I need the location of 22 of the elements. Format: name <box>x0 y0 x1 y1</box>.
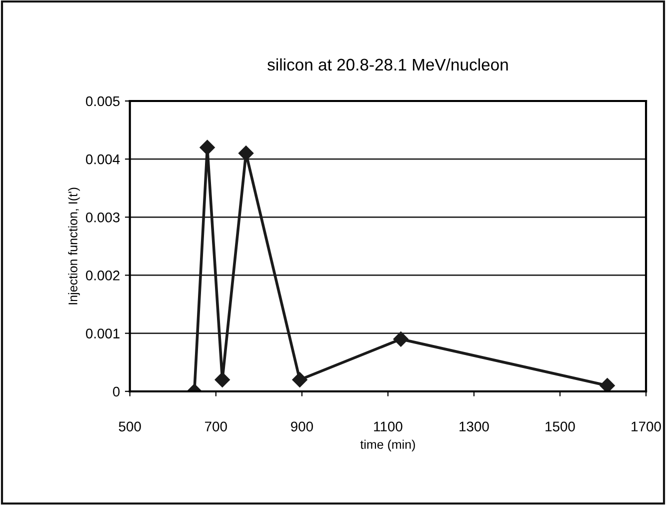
point <box>600 378 615 392</box>
x-tick-label: 1500 <box>546 422 575 432</box>
point <box>238 146 254 161</box>
y-axis-title: Injection function, I(t') <box>68 188 80 304</box>
x-tick-label: 900 <box>290 422 313 432</box>
y-tick-label: 0.002 <box>86 270 120 280</box>
x-tick-label: 1700 <box>632 422 661 432</box>
x-axis-title: time (min) <box>360 440 415 452</box>
point <box>200 140 215 156</box>
y-tick-label: 0.005 <box>86 96 120 106</box>
chart-title: silicon at 20.8-28.1 MeV/nucleon <box>268 58 508 71</box>
point <box>214 372 230 388</box>
y-tick-label: 0.004 <box>86 154 120 164</box>
x-tick-label: 1300 <box>460 422 489 432</box>
x-tick-label: 1100 <box>374 422 402 432</box>
y-tick-label: 0.001 <box>86 328 120 338</box>
y-tick-label: 0 <box>112 386 120 397</box>
y-tick-label: 0.003 <box>86 212 120 222</box>
x-tick-label: 500 <box>118 422 141 432</box>
point <box>292 372 308 388</box>
point <box>393 332 408 347</box>
x-tick-label: 700 <box>205 422 227 432</box>
